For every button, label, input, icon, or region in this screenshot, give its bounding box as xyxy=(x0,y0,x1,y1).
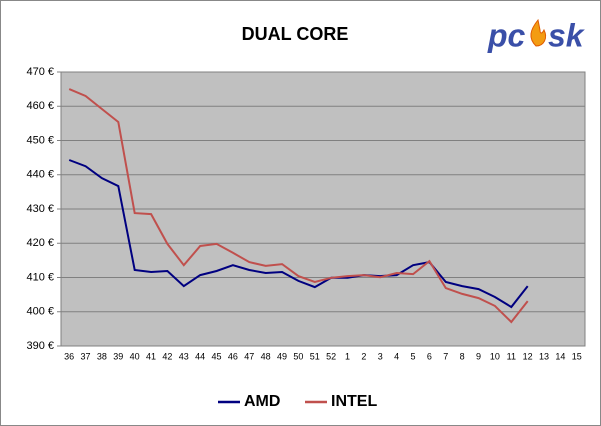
x-tick-label: 45 xyxy=(212,351,222,361)
x-tick-label: 50 xyxy=(293,351,303,361)
legend-label: INTEL xyxy=(331,393,377,410)
x-tick-label: 49 xyxy=(277,351,287,361)
x-tick-label: 8 xyxy=(460,351,465,361)
logo-flame xyxy=(530,18,547,47)
y-tick-label: 410 € xyxy=(26,271,54,283)
x-tick-label: 6 xyxy=(427,351,432,361)
x-tick-label: 2 xyxy=(361,351,366,361)
x-tick-label: 5 xyxy=(411,351,416,361)
x-tick-label: 47 xyxy=(244,351,254,361)
y-tick-label: 470 € xyxy=(26,66,54,78)
x-tick-label: 48 xyxy=(261,351,271,361)
x-tick-label: 15 xyxy=(572,351,582,361)
x-tick-label: 52 xyxy=(326,351,336,361)
x-tick-label: 10 xyxy=(490,351,500,361)
y-tick-label: 440 € xyxy=(26,169,54,181)
legend-label: AMD xyxy=(244,393,280,410)
y-tick-label: 390 € xyxy=(26,340,54,352)
x-tick-label: 38 xyxy=(97,351,107,361)
logo: pc sk xyxy=(487,17,586,53)
x-tick-label: 12 xyxy=(523,351,533,361)
x-tick-label: 3 xyxy=(378,351,383,361)
logo-right: sk xyxy=(548,17,586,53)
y-tick-label: 430 € xyxy=(26,203,54,215)
x-tick-label: 41 xyxy=(146,351,156,361)
x-tick-label: 37 xyxy=(81,351,91,361)
series-line xyxy=(68,88,529,324)
x-tick-label: 11 xyxy=(507,351,516,361)
chart-title: DUAL CORE xyxy=(242,24,349,44)
series-line xyxy=(68,159,529,309)
x-tick-label: 51 xyxy=(310,351,320,361)
x-tick-label: 36 xyxy=(64,351,74,361)
y-tick-label: 460 € xyxy=(26,100,54,112)
logo-left: pc xyxy=(487,17,526,53)
y-tick-label: 450 € xyxy=(26,134,54,146)
x-tick-label: 40 xyxy=(130,351,140,361)
x-tick-label: 14 xyxy=(555,351,565,361)
x-tick-label: 7 xyxy=(443,351,448,361)
x-tick-label: 42 xyxy=(162,351,172,361)
y-tick-label: 400 € xyxy=(26,306,54,318)
x-tick-label: 44 xyxy=(195,351,205,361)
x-tick-label: 46 xyxy=(228,351,238,361)
x-tick-label: 39 xyxy=(113,351,123,361)
x-tick-label: 13 xyxy=(539,351,549,361)
x-tick-label: 4 xyxy=(394,351,399,361)
x-tick-label: 9 xyxy=(476,351,481,361)
x-tick-label: 1 xyxy=(345,351,350,361)
y-tick-label: 420 € xyxy=(26,237,54,249)
x-tick-label: 43 xyxy=(179,351,189,361)
